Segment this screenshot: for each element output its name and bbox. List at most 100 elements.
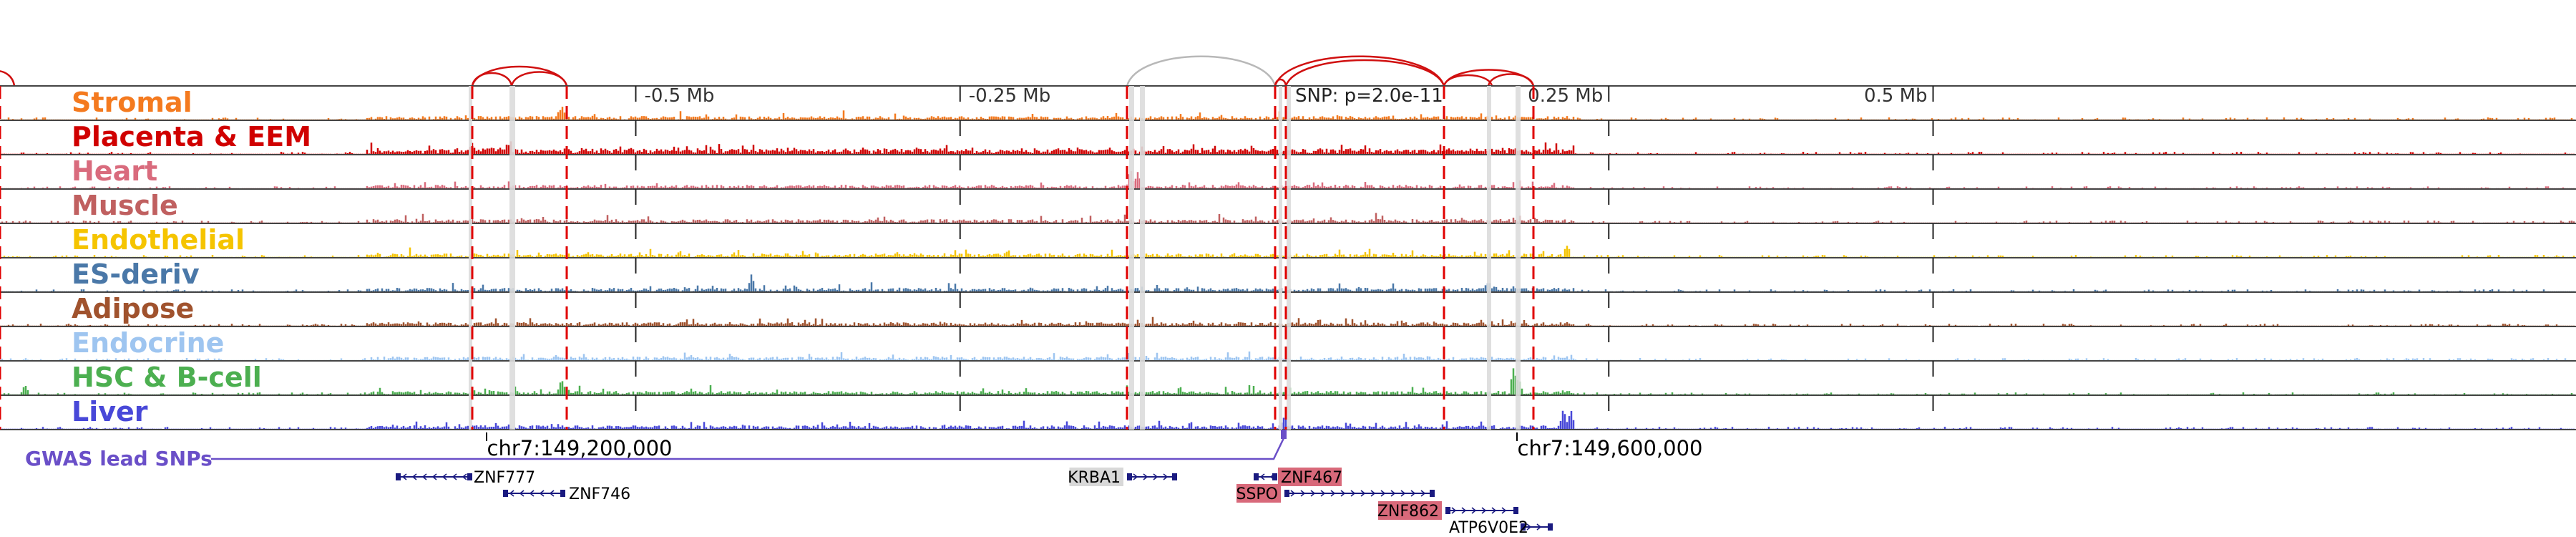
coordinate-label: chr7:149,200,000 [487, 436, 673, 460]
track-label: Stromal [72, 87, 192, 118]
track-label: Muscle [72, 190, 178, 221]
strand-arrow [1526, 523, 1532, 531]
gene-exon [1548, 523, 1553, 531]
gene-label: ZNF467 [1281, 469, 1342, 487]
gene-exon [1172, 473, 1177, 480]
chromatin-loop-arc [1487, 73, 1535, 87]
chromatin-loop-arc [510, 71, 568, 87]
strand-arrow [411, 473, 417, 480]
gene-exon [1284, 490, 1289, 497]
gene-label-highlight [1278, 468, 1342, 486]
gene-exon [1513, 507, 1518, 514]
highlight-column [1487, 86, 1491, 430]
chromatin-loop-arc [471, 72, 513, 87]
strand-arrow [1259, 473, 1265, 480]
chromatin-loop-arc [1443, 74, 1493, 87]
gwas-snp-marker [1281, 430, 1287, 439]
chromatin-loops [0, 55, 1535, 87]
strand-arrow [1451, 507, 1457, 514]
strand-arrow [1501, 507, 1507, 514]
axis-tick-label: -0.5 Mb [644, 85, 714, 107]
strand-arrow [539, 490, 545, 497]
strand-arrow [1491, 507, 1497, 514]
snp-pvalue-label: SNP: p=2.0e-11 [1295, 85, 1443, 107]
strand-arrow [1390, 490, 1396, 497]
strand-arrow [431, 473, 437, 480]
strand-arrow [1290, 490, 1296, 497]
strand-arrow [1133, 473, 1138, 480]
gwas-track: GWAS lead SNPs chr7:149,200,000 chr7:149,6… [25, 430, 1702, 470]
gene-atp6v0e2: ATP6V0E2 [1449, 519, 1553, 537]
gene-exon [1430, 490, 1435, 497]
gene-krba1: KRBA1 [1068, 468, 1177, 487]
axis-tick-label: 0.5 Mb [1864, 85, 1928, 107]
strand-arrow [1320, 490, 1326, 497]
gene-label-highlight [1069, 468, 1123, 486]
strand-arrow [1370, 490, 1376, 497]
track-label: Endocrine [72, 327, 224, 359]
gene-exon [1254, 473, 1259, 480]
axis-tick-label: 0.25 Mb [1528, 85, 1603, 107]
gene-exon [1521, 523, 1526, 531]
track-label: ES-deriv [72, 258, 200, 290]
coordinate-label: chr7:149,600,000 [1518, 436, 1703, 460]
strand-arrow [529, 490, 535, 497]
chromatin-loop-arc [1274, 78, 1287, 87]
strand-arrow [421, 473, 427, 480]
track-label: Placenta & EEM [72, 121, 311, 153]
genomic-axis: -0.5 Mb -0.25 Mb 0.25 Mb 0.5 Mb SNP: p=2.0e-… [635, 85, 1934, 430]
strand-arrow [1536, 523, 1542, 531]
highlight-column [1279, 86, 1282, 430]
track-label: HSC & B-cell [72, 362, 262, 393]
gene-label: KRBA1 [1068, 469, 1121, 487]
gene-label: ZNF777 [474, 469, 535, 487]
gene-exon [396, 473, 401, 480]
gwas-connector [211, 436, 1286, 460]
strand-arrow [462, 473, 467, 480]
chromatin-loop-arc [1284, 59, 1445, 87]
gene-label: ZNF746 [569, 485, 630, 503]
gene-exon [560, 490, 565, 497]
strand-arrow [1410, 490, 1416, 497]
strand-arrow [1163, 473, 1169, 480]
highlight-column [1516, 86, 1521, 430]
track-label: Endothelial [72, 224, 245, 256]
gene-sspo: SSPO [1236, 484, 1435, 503]
gene-exon [1127, 473, 1132, 480]
track-label: Heart [72, 155, 157, 187]
strand-arrow [1153, 473, 1158, 480]
strand-arrow [519, 490, 525, 497]
strand-arrow [1471, 507, 1477, 514]
strand-arrow [509, 490, 514, 497]
gene-label: ZNF862 [1377, 503, 1439, 521]
gene-znf777: ZNF777 [396, 469, 535, 487]
strand-arrow [1360, 490, 1366, 497]
chromatin-loop-arc [1126, 55, 1277, 87]
strand-arrow [1330, 490, 1336, 497]
highlight-column [509, 86, 515, 430]
highlight-column [1129, 86, 1134, 430]
strand-arrow [441, 473, 447, 480]
gene-exon [467, 473, 472, 480]
gene-label-highlight [1236, 484, 1281, 503]
strand-arrow [1143, 473, 1148, 480]
gene-exon [503, 490, 508, 497]
highlight-columns [0, 86, 1535, 430]
track-label: Adipose [72, 293, 194, 324]
gene-znf862: ZNF862 [1377, 501, 1518, 521]
highlight-column [1140, 86, 1145, 430]
axis-tick-label: -0.25 Mb [969, 85, 1050, 107]
highlight-column [1287, 86, 1291, 430]
gene-label: SSPO [1236, 485, 1278, 503]
strand-arrow [401, 473, 407, 480]
strand-arrow [1350, 490, 1356, 497]
strand-arrow [1310, 490, 1316, 497]
gene-label-highlight [1378, 501, 1442, 520]
strand-arrow [549, 490, 555, 497]
strand-arrow [1300, 490, 1306, 497]
gene-label: ATP6V0E2 [1449, 519, 1528, 537]
strand-arrow [452, 473, 457, 480]
strand-arrow [1340, 490, 1346, 497]
